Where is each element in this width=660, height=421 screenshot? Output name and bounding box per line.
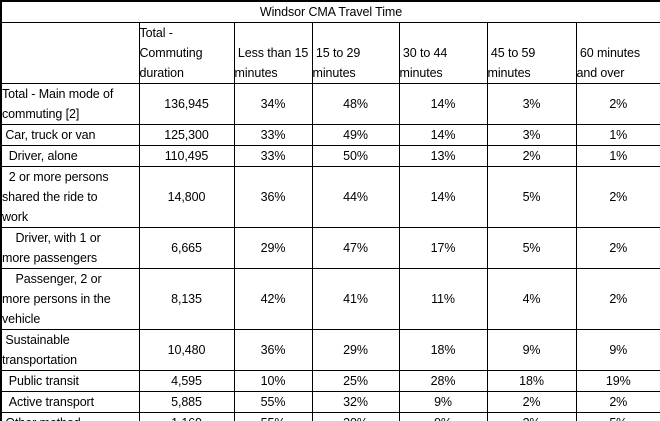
pct-cell: 47%	[311, 227, 400, 269]
pct-cell: 9%	[486, 329, 577, 371]
row-label: Active transport	[0, 391, 140, 413]
pct-cell: 9%	[398, 412, 488, 421]
pct-cell: 2%	[575, 391, 660, 413]
pct-cell: 18%	[486, 370, 577, 392]
col-header-45-to-59: 45 to 59 minutes	[486, 22, 577, 84]
pct-cell: 3%	[486, 124, 577, 146]
table-row: 2 or more persons shared the ride to wor…	[0, 166, 660, 228]
total-cell: 4,595	[138, 370, 235, 392]
pct-cell: 50%	[311, 145, 400, 167]
table-row: Other method 1,160 55% 30% 9% 2% 5%	[0, 412, 660, 421]
pct-cell: 2%	[486, 412, 577, 421]
title-row: Windsor CMA Travel Time	[0, 0, 660, 23]
total-cell: 5,885	[138, 391, 235, 413]
total-cell: 136,945	[138, 83, 235, 125]
pct-cell: 11%	[398, 268, 488, 330]
col-header-less-than-15: Less than 15 minutes	[233, 22, 313, 84]
col-header-15-to-29: 15 to 29 minutes	[311, 22, 400, 84]
table-row: Driver, with 1 or more passengers 6,665 …	[0, 227, 660, 269]
row-label: 2 or more persons shared the ride to wor…	[0, 166, 140, 228]
table-row: Sustainable transportation 10,480 36% 29…	[0, 329, 660, 371]
pct-cell: 49%	[311, 124, 400, 146]
row-label: Other method	[0, 412, 140, 421]
pct-cell: 5%	[486, 166, 577, 228]
pct-cell: 44%	[311, 166, 400, 228]
pct-cell: 19%	[575, 370, 660, 392]
total-cell: 110,495	[138, 145, 235, 167]
pct-cell: 2%	[575, 268, 660, 330]
total-cell: 1,160	[138, 412, 235, 421]
col-header-total-commuting-duration: Total - Commuting duration	[138, 22, 235, 84]
pct-cell: 5%	[486, 227, 577, 269]
pct-cell: 1%	[575, 145, 660, 167]
total-cell: 8,135	[138, 268, 235, 330]
pct-cell: 18%	[398, 329, 488, 371]
pct-cell: 9%	[398, 391, 488, 413]
pct-cell: 2%	[486, 391, 577, 413]
row-label: Passenger, 2 or more persons in the vehi…	[0, 268, 140, 330]
col-header-60-and-over: 60 minutes and over	[575, 22, 660, 84]
total-cell: 14,800	[138, 166, 235, 228]
pct-cell: 5%	[575, 412, 660, 421]
pct-cell: 42%	[233, 268, 313, 330]
row-label: Sustainable transportation	[0, 329, 140, 371]
table-row: Driver, alone 110,495 33% 50% 13% 2% 1%	[0, 145, 660, 167]
table-title: Windsor CMA Travel Time	[0, 0, 660, 23]
pct-cell: 48%	[311, 83, 400, 125]
row-label: Public transit	[0, 370, 140, 392]
pct-cell: 4%	[486, 268, 577, 330]
corner-empty-cell	[0, 22, 140, 84]
pct-cell: 36%	[233, 329, 313, 371]
table-row: Active transport 5,885 55% 32% 9% 2% 2%	[0, 391, 660, 413]
pct-cell: 41%	[311, 268, 400, 330]
pct-cell: 29%	[233, 227, 313, 269]
pct-cell: 13%	[398, 145, 488, 167]
pct-cell: 17%	[398, 227, 488, 269]
table-row: Total - Main mode of commuting [2] 136,9…	[0, 83, 660, 125]
header-row: Total - Commuting duration Less than 15 …	[0, 22, 660, 84]
row-label: Car, truck or van	[0, 124, 140, 146]
pct-cell: 14%	[398, 166, 488, 228]
table-row: Public transit 4,595 10% 25% 28% 18% 19%	[0, 370, 660, 392]
pct-cell: 2%	[575, 83, 660, 125]
total-cell: 125,300	[138, 124, 235, 146]
pct-cell: 1%	[575, 124, 660, 146]
pct-cell: 25%	[311, 370, 400, 392]
total-cell: 10,480	[138, 329, 235, 371]
pct-cell: 28%	[398, 370, 488, 392]
pct-cell: 32%	[311, 391, 400, 413]
pct-cell: 14%	[398, 83, 488, 125]
pct-cell: 55%	[233, 391, 313, 413]
row-label: Total - Main mode of commuting [2]	[0, 83, 140, 125]
pct-cell: 3%	[486, 83, 577, 125]
pct-cell: 2%	[575, 166, 660, 228]
pct-cell: 29%	[311, 329, 400, 371]
pct-cell: 2%	[486, 145, 577, 167]
pct-cell: 14%	[398, 124, 488, 146]
pct-cell: 10%	[233, 370, 313, 392]
row-label: Driver, alone	[0, 145, 140, 167]
total-cell: 6,665	[138, 227, 235, 269]
pct-cell: 33%	[233, 145, 313, 167]
table-row: Passenger, 2 or more persons in the vehi…	[0, 268, 660, 330]
pct-cell: 34%	[233, 83, 313, 125]
pct-cell: 55%	[233, 412, 313, 421]
pct-cell: 36%	[233, 166, 313, 228]
col-header-30-to-44: 30 to 44 minutes	[398, 22, 488, 84]
pct-cell: 2%	[575, 227, 660, 269]
pct-cell: 33%	[233, 124, 313, 146]
row-label: Driver, with 1 or more passengers	[0, 227, 140, 269]
table-row: Car, truck or van 125,300 33% 49% 14% 3%…	[0, 124, 660, 146]
pct-cell: 30%	[311, 412, 400, 421]
pct-cell: 9%	[575, 329, 660, 371]
